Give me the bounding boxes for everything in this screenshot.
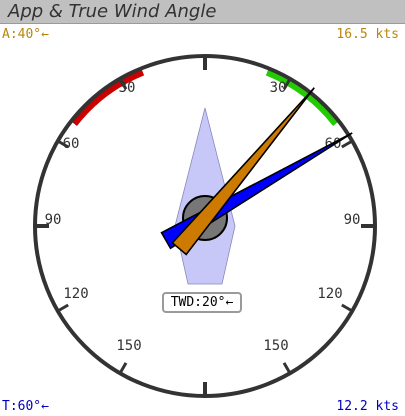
dial-tick	[282, 78, 292, 90]
label-port-150: 150	[116, 338, 141, 354]
port-closehauled-zone	[71, 68, 145, 126]
dial-tick	[118, 362, 128, 374]
dial-tick	[118, 78, 128, 90]
dial-tick	[341, 139, 353, 149]
dial-tick	[57, 303, 69, 313]
dial-tick	[282, 362, 292, 374]
dial-tick	[57, 139, 69, 149]
dial-tick	[341, 303, 353, 313]
label-port-60: 60	[63, 136, 80, 152]
true-angle-readout: T:60°←	[2, 399, 49, 414]
true-speed-readout: 12.2 kts	[336, 399, 399, 414]
apparent-speed-readout: 16.5 kts	[336, 27, 399, 42]
label-star-30: 30	[270, 80, 287, 96]
title: App & True Wind Angle	[8, 1, 217, 22]
label-star-120: 120	[317, 286, 342, 302]
label-port-30: 30	[119, 80, 136, 96]
label-star-90: 90	[344, 212, 361, 228]
label-star-150: 150	[263, 338, 288, 354]
twd-readout: TWD:20°←	[162, 292, 242, 313]
label-port-90: 90	[45, 212, 62, 228]
title-bar: App & True Wind Angle	[0, 0, 405, 24]
label-port-120: 120	[63, 286, 88, 302]
apparent-wind-needle	[171, 87, 315, 256]
dial-ticks	[35, 56, 375, 396]
apparent-angle-readout: A:40°←	[2, 27, 49, 42]
starboard-closehauled-zone	[265, 68, 339, 126]
